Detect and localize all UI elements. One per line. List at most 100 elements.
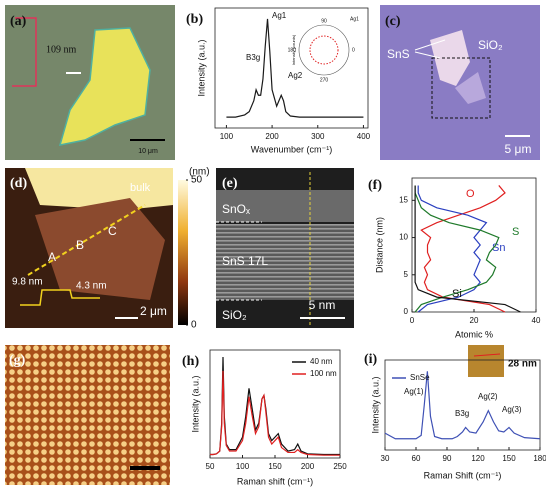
point-label: B — [76, 238, 84, 252]
bulk-region — [25, 168, 173, 210]
layer-label: SnS 17L — [222, 254, 268, 268]
zoom-box — [431, 57, 491, 119]
colorbar-tick-label: 50 — [191, 175, 203, 186]
colorbar-tick-label: 0 — [191, 320, 197, 331]
panel-label: (i) — [364, 352, 378, 367]
polar-angle: 270 — [320, 77, 329, 83]
series-label: S — [512, 226, 519, 238]
peak-label: Ag(2) — [478, 392, 498, 401]
x-tick-label: 30 — [381, 454, 390, 463]
inset-line — [473, 353, 501, 357]
scale-label: 10 μm — [138, 148, 158, 155]
y-axis-label: Intensity (a.u.) — [196, 39, 206, 96]
x-tick-label: 40 — [532, 316, 541, 325]
x-tick-label: 0 — [410, 316, 415, 325]
chart: 50 100 150 200 250 Raman shift (cm⁻¹) Intensit… — [190, 349, 347, 486]
y-tick-label: 15 — [399, 195, 408, 204]
legend-label: 100 nm — [310, 369, 337, 378]
height-profile — [20, 289, 100, 306]
step-height: 109 nm — [46, 44, 77, 55]
polar-inset — [298, 24, 350, 76]
point-label: C — [108, 224, 117, 238]
step-height: 4.3 nm — [76, 281, 107, 292]
x-tick-label: 200 — [301, 462, 315, 471]
height-profile — [12, 17, 37, 87]
step-height: 9.8 nm — [12, 277, 43, 288]
panel-label: (h) — [182, 354, 199, 369]
x-tick-label: 200 — [265, 132, 279, 141]
oxide-layer — [216, 190, 354, 222]
x-tick-label: 120 — [471, 454, 485, 463]
flake — [35, 198, 165, 300]
scan-line — [27, 204, 146, 276]
panel-d: (d) bulk A B C 9.8 nm 4.3 nm 2 μm (nm) — [5, 167, 210, 328]
polar-angle: 90 — [321, 18, 327, 24]
panel-e: (e) SnOₓ SnS 17L SiO₂ 5 nm — [216, 168, 354, 328]
plot-frame — [384, 359, 541, 451]
y-axis-label: Intensity (a.u.) — [190, 375, 200, 432]
y-tick-label: 10 — [399, 233, 408, 242]
plot-frame — [214, 7, 369, 129]
x-axis-label: Wavenumber (cm⁻¹) — [251, 144, 332, 154]
y-axis-label: Distance (nm) — [374, 217, 384, 273]
layer-label: SiO₂ — [222, 308, 247, 322]
x-tick-label: 250 — [333, 462, 347, 471]
x-tick-label: 180 — [533, 454, 546, 463]
series-line — [414, 185, 500, 313]
x-tick-label: 400 — [357, 132, 371, 141]
peak-label: Ag1 — [272, 11, 287, 20]
series-label: Si — [452, 288, 462, 300]
y-axis-label: Intensity (a.u.) — [370, 376, 380, 433]
panel-a: (a) 109 nm 10 μm — [5, 5, 175, 160]
y-tick-label: 5 — [404, 270, 409, 279]
bulk-label: bulk — [130, 182, 151, 194]
series-line — [420, 185, 506, 313]
x-tick-label: 150 — [502, 454, 516, 463]
substrate-label: SiO₂ — [478, 38, 503, 52]
polar-peak: Ag1 — [350, 16, 359, 22]
peak-label: B3g — [246, 53, 260, 62]
peak-label: Ag(3) — [502, 405, 522, 414]
arrow — [414, 39, 446, 51]
material-label: SnS — [387, 47, 410, 61]
peak-label: Ag(1) — [404, 387, 424, 396]
chart: 30 60 90 120 150 180 Raman Shift (cm⁻¹) Intensi… — [370, 359, 546, 480]
arrow — [414, 51, 441, 59]
polar-axis-label: Intensity (counts) — [291, 34, 296, 65]
legend-label: SnSe — [410, 373, 430, 382]
colorbar-unit: (nm) — [189, 167, 210, 178]
panel-b: (b) B3g Ag1 Ag2 90 0 180 270 Ag1 Intensi… — [186, 11, 359, 83]
inset-image — [468, 345, 504, 377]
point-label: A — [48, 250, 56, 264]
peak-label: B3g — [455, 409, 469, 418]
x-tick-label: 60 — [412, 454, 421, 463]
inset-thickness: 28 nm — [508, 359, 537, 370]
legend-label: 40 nm — [310, 357, 333, 366]
series-label: O — [466, 188, 475, 200]
panel-label: (e) — [222, 176, 238, 191]
series-line — [384, 371, 541, 440]
x-tick-label: 100 — [220, 132, 234, 141]
x-axis-label: Atomic % — [455, 329, 493, 339]
stm-image — [5, 345, 170, 485]
chart: 100 200 300 400 Wavenumber (cm⁻¹) Intensity (… — [196, 7, 371, 154]
flake — [58, 27, 151, 146]
scale-label: 2 μm — [140, 304, 167, 318]
series-line — [414, 185, 521, 313]
polar-angle: 0 — [352, 47, 355, 53]
polar-angle: 180 — [288, 47, 297, 53]
plot-frame — [209, 349, 341, 459]
layer-label: SnOₓ — [222, 202, 250, 216]
scale-label: 5 nm — [309, 298, 336, 312]
panel-i: (i) 28 nm Ag(1) B3g Ag(2) Ag(3) — [364, 345, 537, 418]
panel-label: (g) — [9, 353, 26, 368]
series-line — [226, 18, 364, 118]
colorbar — [178, 180, 188, 325]
panel-label: (d) — [10, 176, 27, 191]
sns-layers — [216, 224, 354, 300]
scale-label: 5 μm — [505, 142, 532, 156]
panel-g: (g) — [5, 345, 170, 485]
panel-label: (c) — [385, 14, 401, 29]
